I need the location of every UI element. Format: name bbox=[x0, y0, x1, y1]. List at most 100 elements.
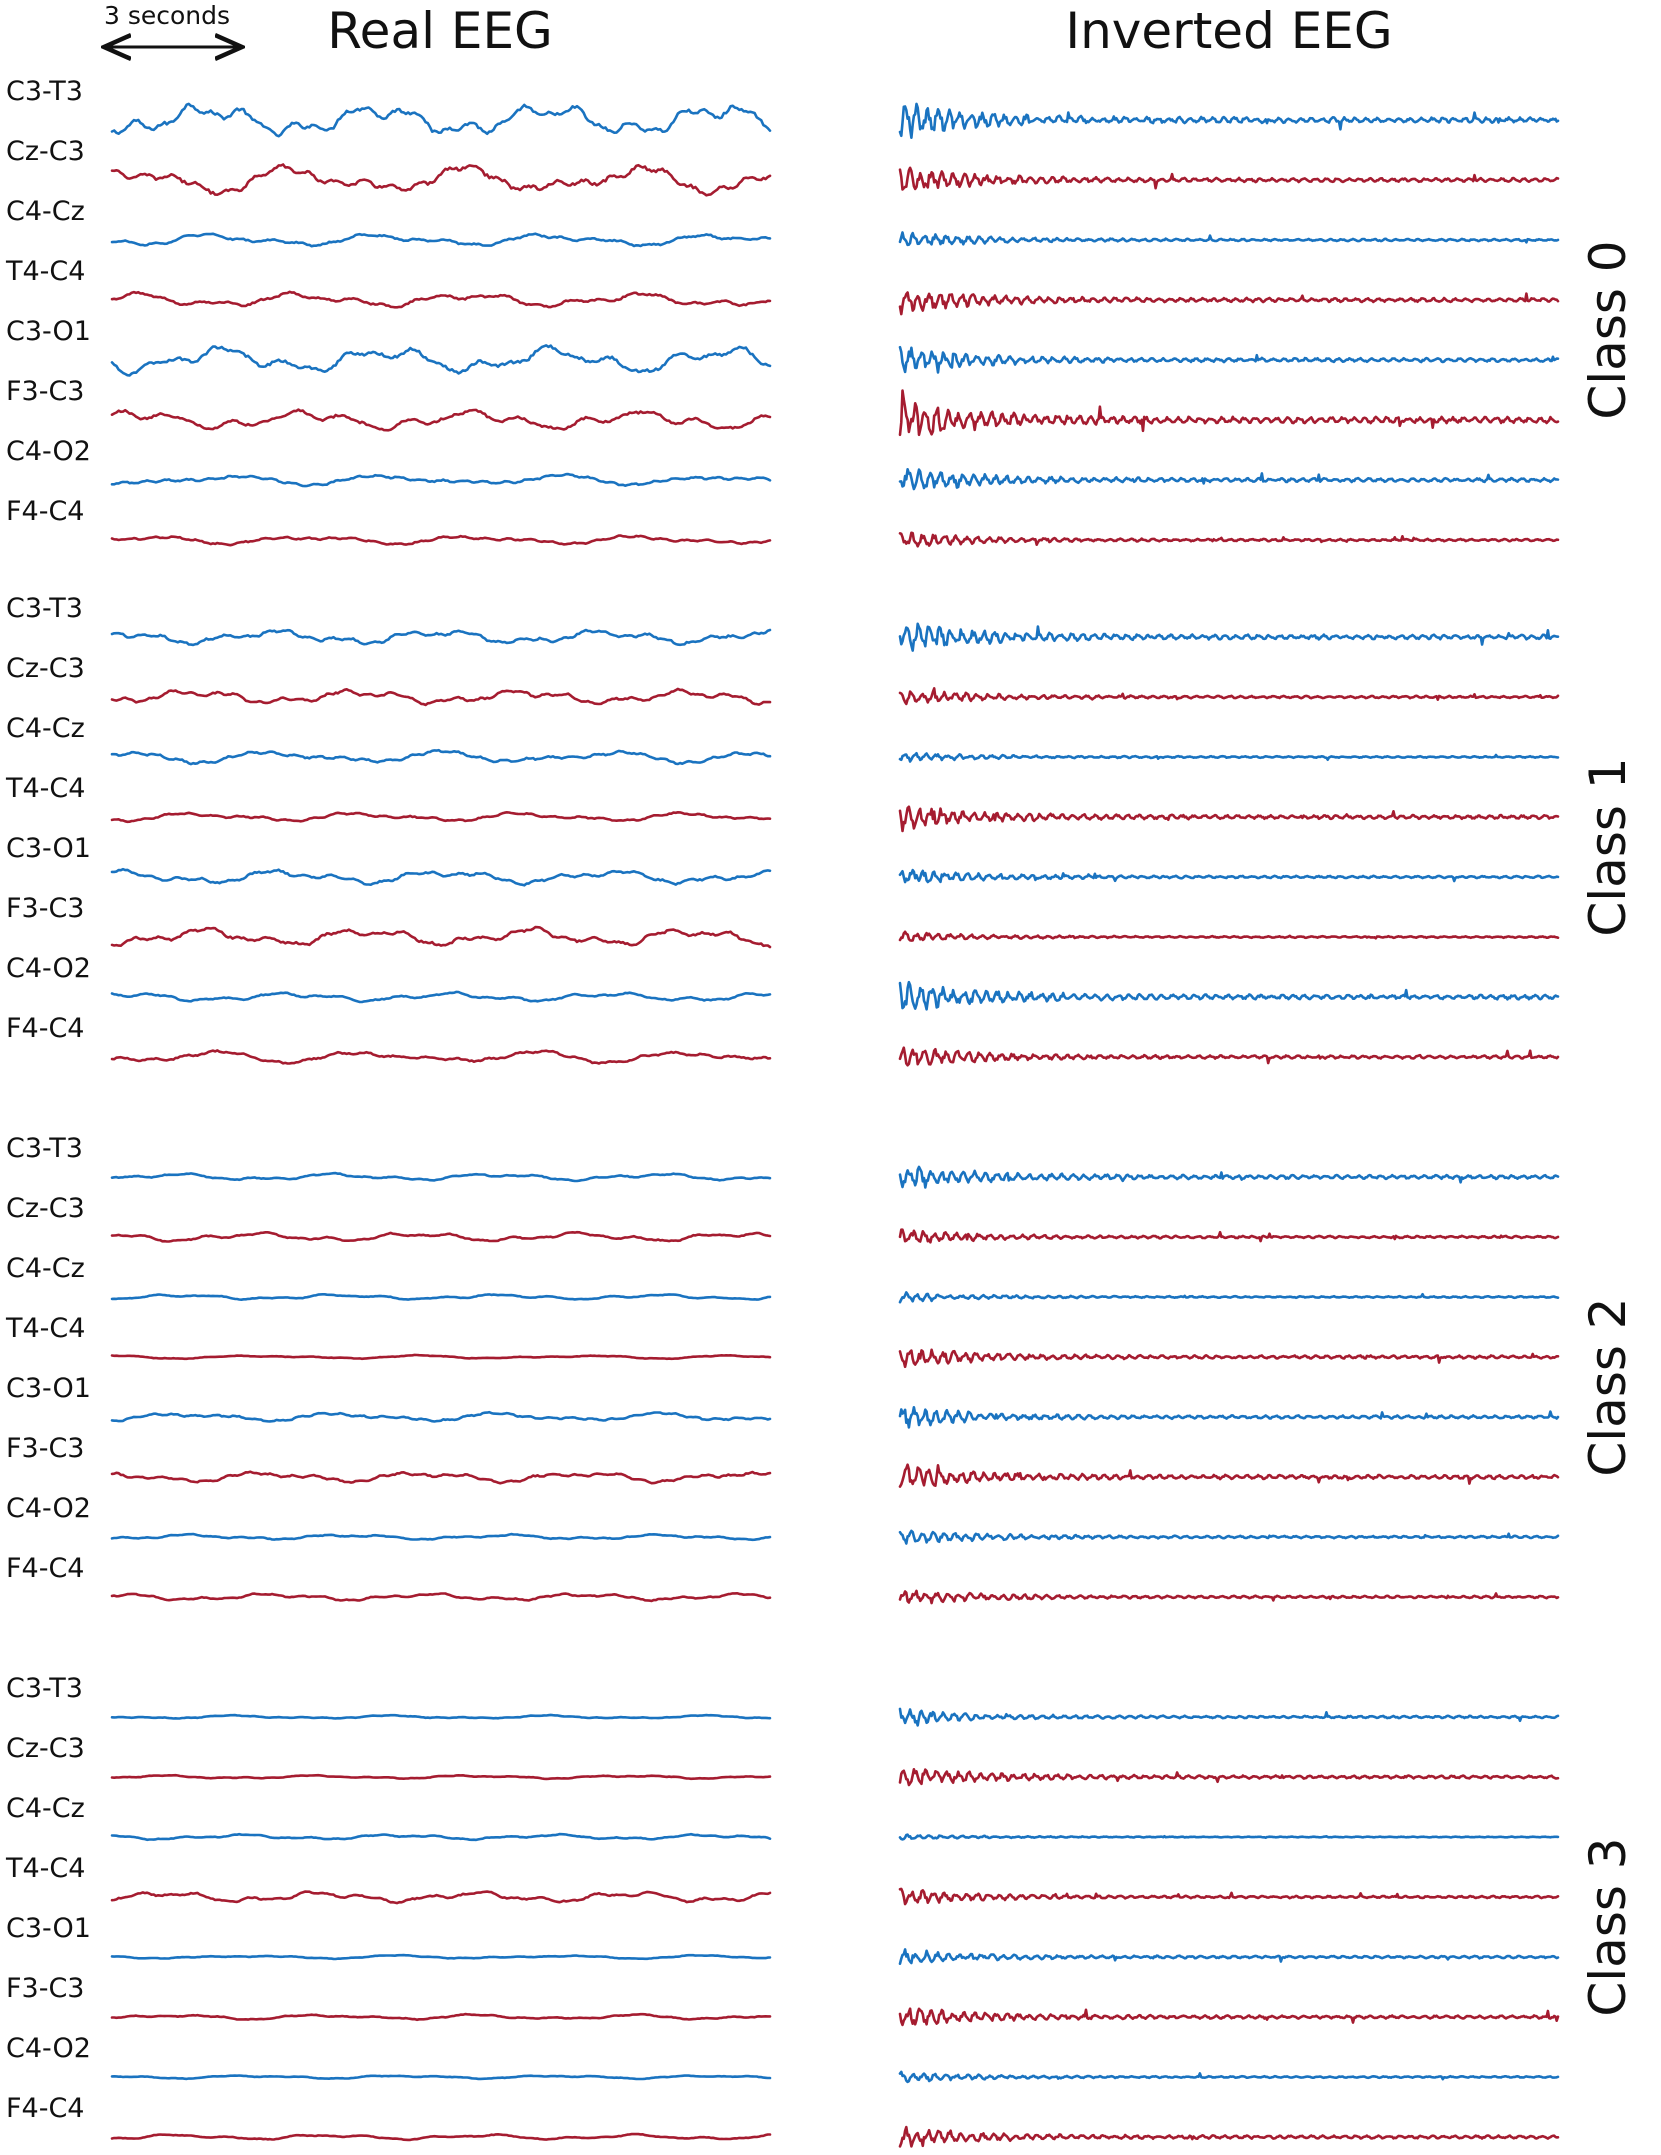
channel-label: T4-C4 bbox=[5, 256, 85, 287]
channel-label: T4-C4 bbox=[5, 773, 85, 804]
inverted-eeg-trace bbox=[898, 1887, 1560, 1906]
real-eeg-trace bbox=[110, 1293, 772, 1301]
inverted-eeg-trace bbox=[898, 1707, 1560, 1727]
real-eeg-trace bbox=[110, 1410, 772, 1423]
class-label: Class 1 bbox=[1579, 757, 1637, 936]
real-eeg-trace bbox=[110, 628, 772, 647]
inverted-eeg-trace bbox=[898, 687, 1560, 706]
channel-label: Cz-C3 bbox=[6, 1733, 85, 1764]
real-eeg-trace bbox=[110, 990, 772, 1004]
inverted-eeg-trace bbox=[898, 1463, 1560, 1488]
class-label: Class 0 bbox=[1579, 240, 1637, 419]
inverted-eeg-trace bbox=[898, 2125, 1560, 2148]
channel-label: F3-C3 bbox=[6, 893, 84, 924]
inverted-eeg-trace bbox=[898, 1406, 1560, 1429]
channel-label: C3-O1 bbox=[6, 316, 91, 347]
inverted-eeg-trace bbox=[898, 622, 1560, 652]
real-eeg-trace bbox=[110, 1049, 772, 1065]
real-eeg-trace bbox=[110, 1532, 772, 1542]
inverted-eeg-trace bbox=[898, 2007, 1560, 2027]
channel-label: C3-T3 bbox=[6, 1133, 83, 1164]
real-eeg-trace bbox=[110, 687, 772, 707]
real-eeg-trace bbox=[110, 408, 772, 432]
inverted-eeg-trace bbox=[898, 231, 1560, 247]
inverted-eeg-trace bbox=[898, 345, 1560, 374]
time-scale-bar: 3 seconds bbox=[104, 1, 242, 47]
inverted-eeg-trace bbox=[898, 805, 1560, 833]
channel-label: F4-C4 bbox=[6, 2093, 84, 2124]
real-eeg-trace bbox=[110, 1230, 772, 1243]
real-eeg-trace bbox=[110, 344, 772, 377]
inverted-eeg-trace bbox=[898, 1165, 1560, 1189]
channel-label: C4-Cz bbox=[6, 196, 85, 227]
inverted-eeg-trace bbox=[898, 291, 1560, 316]
inverted-eeg-trace bbox=[898, 751, 1560, 763]
real-eeg-trace bbox=[110, 1953, 772, 1961]
inverted-eeg-title: Inverted EEG bbox=[1065, 2, 1392, 60]
class-2-panel: C3-T3 Cz-C3 C4-Cz T4-C4 C3-O1 F3-C3 C4-O2 F4-C4… bbox=[5, 1133, 1637, 1605]
inverted-eeg-trace bbox=[898, 102, 1560, 139]
real-eeg-trace bbox=[110, 925, 772, 949]
channel-label: C3-T3 bbox=[6, 76, 83, 107]
channel-label: Cz-C3 bbox=[6, 136, 85, 167]
inverted-eeg-trace bbox=[898, 1529, 1560, 1545]
channel-label: C4-Cz bbox=[6, 1793, 85, 1824]
real-eeg-trace bbox=[110, 1832, 772, 1842]
channel-label: F3-C3 bbox=[6, 1433, 84, 1464]
channel-label: F3-C3 bbox=[6, 1973, 84, 2004]
channel-label: C4-O2 bbox=[6, 1493, 91, 1524]
real-eeg-trace bbox=[110, 1890, 772, 1905]
real-eeg-trace bbox=[110, 163, 772, 197]
class-0-panel: C3-T3 Cz-C3 C4-Cz T4-C4 C3-O1 F3-C3 C4-O2 F4-C4… bbox=[5, 76, 1637, 548]
class-label: Class 2 bbox=[1579, 1297, 1637, 1476]
inverted-eeg-trace bbox=[898, 531, 1560, 548]
real-eeg-trace bbox=[110, 1353, 772, 1361]
inverted-eeg-trace bbox=[898, 1291, 1560, 1304]
channel-label: Cz-C3 bbox=[6, 653, 85, 684]
real-eeg-trace bbox=[110, 102, 772, 138]
inverted-eeg-trace bbox=[898, 1768, 1560, 1787]
inverted-eeg-trace bbox=[898, 1833, 1560, 1841]
channel-label: C3-T3 bbox=[6, 593, 83, 624]
real-eeg-trace bbox=[110, 1713, 772, 1720]
channel-label: C3-O1 bbox=[6, 1373, 91, 1404]
scale-bar-label: 3 seconds bbox=[104, 1, 230, 30]
real-eeg-trace bbox=[110, 2074, 772, 2081]
inverted-eeg-trace bbox=[898, 1948, 1560, 1965]
real-eeg-trace bbox=[110, 2012, 772, 2022]
real-eeg-trace bbox=[110, 811, 772, 824]
inverted-eeg-trace bbox=[898, 1046, 1560, 1067]
real-eeg-trace bbox=[110, 1470, 772, 1485]
real-eeg-trace bbox=[110, 1171, 772, 1183]
inverted-eeg-trace bbox=[898, 980, 1560, 1011]
inverted-eeg-trace bbox=[898, 2070, 1560, 2084]
inverted-eeg-trace bbox=[898, 1348, 1560, 1369]
real-eeg-trace bbox=[110, 1773, 772, 1781]
inverted-eeg-trace bbox=[898, 468, 1560, 491]
inverted-eeg-trace bbox=[898, 166, 1560, 191]
inverted-eeg-trace bbox=[898, 1228, 1560, 1244]
channel-label: F4-C4 bbox=[6, 1553, 84, 1584]
channel-label: C4-Cz bbox=[6, 1253, 85, 1284]
class-3-panel: C3-T3 Cz-C3 C4-Cz T4-C4 C3-O1 F3-C3 C4-O2 F4-C4… bbox=[5, 1673, 1637, 2148]
real-eeg-trace bbox=[110, 867, 772, 887]
channel-label: T4-C4 bbox=[5, 1313, 85, 1344]
channel-label: F4-C4 bbox=[6, 496, 84, 527]
inverted-eeg-trace bbox=[898, 1589, 1560, 1605]
channel-label: C3-T3 bbox=[6, 1673, 83, 1704]
inverted-eeg-trace bbox=[898, 389, 1560, 437]
class-1-panel: C3-T3 Cz-C3 C4-Cz T4-C4 C3-O1 F3-C3 C4-O2 F4-C4… bbox=[5, 593, 1637, 1067]
channel-label: C4-Cz bbox=[6, 713, 85, 744]
real-eeg-trace bbox=[110, 2132, 772, 2142]
real-eeg-title: Real EEG bbox=[327, 2, 553, 60]
real-eeg-trace bbox=[110, 534, 772, 547]
inverted-eeg-trace bbox=[898, 868, 1560, 884]
inverted-eeg-trace bbox=[898, 930, 1560, 942]
real-eeg-trace bbox=[110, 290, 772, 309]
channel-label: C4-O2 bbox=[6, 436, 91, 467]
channel-label: C3-O1 bbox=[6, 1913, 91, 1944]
channel-label: C4-O2 bbox=[6, 953, 91, 984]
real-eeg-trace bbox=[110, 232, 772, 248]
real-eeg-trace bbox=[110, 472, 772, 488]
